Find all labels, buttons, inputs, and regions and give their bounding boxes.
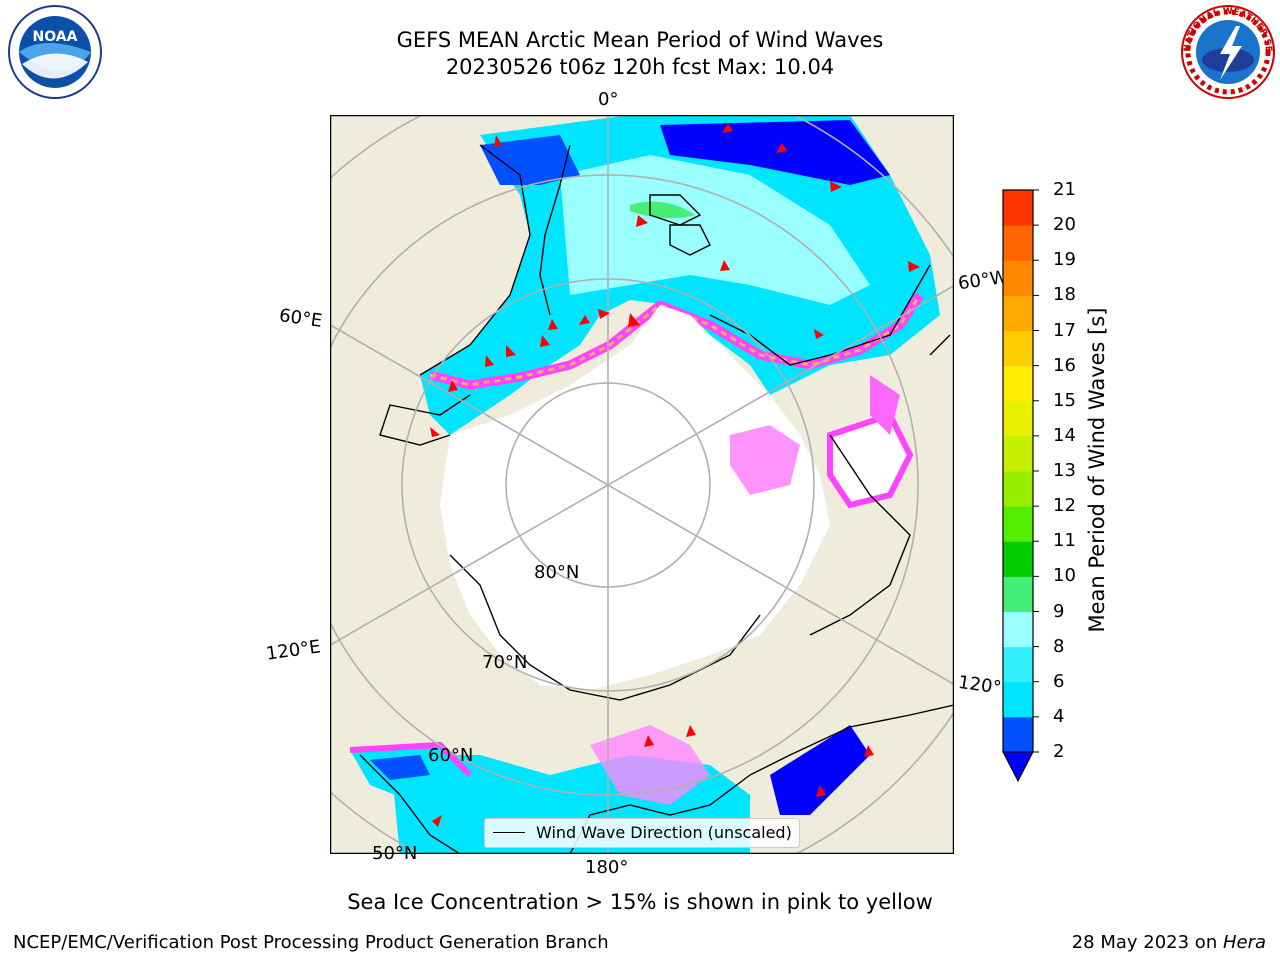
arrow (506, 345, 516, 357)
footer-date: 28 May 2023 on Hera (1072, 932, 1266, 953)
noaa-logo: NOAA (8, 5, 102, 99)
footer-host: Hera (1222, 932, 1266, 953)
colorbar-tick-label: 11 (1053, 530, 1076, 552)
label-50n: 50°N (372, 843, 418, 864)
label-70n: 70°N (482, 652, 528, 673)
colorbar-tick-label: 8 (1053, 635, 1065, 657)
arrow (540, 335, 550, 347)
arrow (598, 309, 610, 319)
label-60n: 60°N (428, 745, 474, 766)
arrow (814, 329, 824, 339)
arrow (864, 745, 874, 757)
colorbar-segment (1003, 541, 1033, 577)
colorbar-tick-label: 6 (1053, 670, 1065, 692)
footer-date-text: 28 May 2023 on (1071, 932, 1223, 953)
colorbar-tick-label: 14 (1053, 424, 1076, 446)
arrow (432, 815, 442, 827)
arrow (579, 315, 590, 325)
colorbar-segment (1003, 576, 1033, 612)
colorbar-tick-label: 10 (1053, 565, 1076, 587)
colorbar-segment (1003, 611, 1033, 648)
colorbar-segment (1003, 471, 1033, 507)
colorbar-segment (1003, 435, 1033, 472)
gulf-of-alaska (770, 725, 870, 815)
legend-label: Wind Wave Direction (unscaled) (536, 823, 792, 842)
arrow (448, 380, 458, 392)
labrador-ice (870, 375, 900, 435)
graticule (330, 115, 954, 854)
okhotsk-deep (370, 755, 430, 780)
noaa-logo-text: NOAA (33, 29, 78, 45)
chart-subtitle: 20230526 t06z 120h fcst Max: 10.04 (445, 55, 835, 79)
colorbar-tick-label: 19 (1053, 249, 1076, 271)
arrow (644, 735, 654, 747)
colorbar-tick-label: 12 (1053, 495, 1076, 517)
meridian-60e (330, 323, 609, 486)
colorbar-segment (1003, 190, 1033, 226)
arrow (548, 319, 558, 330)
chart-title: GEFS MEAN Arctic Mean Period of Wind Wav… (396, 28, 884, 52)
meridian-60w (607, 284, 954, 486)
colorbar-segment (1003, 681, 1033, 718)
label-0deg: 0° (598, 89, 619, 110)
wind-arrows (430, 123, 920, 827)
colorbar-segment (1003, 260, 1033, 296)
arrow (494, 135, 502, 147)
label-120e: 120°E (264, 636, 322, 665)
atlantic-light (560, 155, 870, 305)
colorbar-tick-label: 9 (1053, 600, 1065, 622)
colorbar-segment (1003, 716, 1033, 753)
coastlines (359, 144, 954, 854)
arctic-map (330, 115, 954, 854)
colorbar-segment (1003, 506, 1033, 542)
nws-logo: NATIONAL WEATHER SERVICE (1176, 4, 1275, 99)
bering-ice (590, 725, 710, 805)
arrow (628, 313, 640, 327)
label-180: 180° (585, 857, 629, 878)
footer-branch: NCEP/EMC/Verification Post Processing Pr… (13, 932, 609, 953)
arrow (720, 260, 730, 271)
meridian-120w (607, 484, 954, 686)
label-80n: 80°N (534, 562, 580, 583)
colorbar-tick-label: 20 (1053, 214, 1076, 236)
colorbar-segment (1003, 646, 1033, 683)
arrow (908, 261, 920, 272)
colorbar-segment (1003, 295, 1033, 331)
arrow (430, 427, 440, 437)
arrow (776, 143, 787, 153)
colorbar-segment (1003, 365, 1033, 402)
arrow (485, 355, 494, 367)
arrow (636, 215, 648, 227)
colorbar-tick-label: 4 (1053, 705, 1065, 727)
meridian-120e (330, 484, 609, 647)
period-9-patch (630, 201, 695, 219)
colorbar-segment (1003, 400, 1033, 437)
colorbar-tick-label: 2 (1053, 741, 1065, 762)
colorbar (1002, 189, 1039, 783)
colorbar-tick-label: 21 (1053, 179, 1076, 200)
arrow (722, 123, 733, 133)
map-frame (330, 115, 954, 854)
colorbar-tick-label: 13 (1053, 460, 1076, 481)
colorbar-tick-label: 15 (1053, 389, 1076, 411)
sea-ice-caption: Sea Ice Concentration > 15% is shown in … (347, 890, 933, 914)
arrow (816, 785, 826, 797)
sea-ice-central (440, 305, 830, 690)
colorbar-tick-label: 16 (1053, 354, 1076, 376)
colorbar-segment (1003, 225, 1033, 261)
norwegian-sea (480, 135, 580, 185)
arrow (686, 725, 696, 737)
colorbar-segment (1003, 330, 1033, 367)
hudson-bay-ice (730, 425, 800, 495)
legend-line (493, 832, 525, 833)
arrow (830, 181, 842, 192)
colorbar-tick-label: 17 (1053, 319, 1076, 341)
legend-box: Wind Wave Direction (unscaled) (484, 818, 800, 848)
label-60e: 60°E (277, 305, 324, 332)
colorbar-tick-label: 18 (1053, 284, 1076, 306)
colorbar-title: Mean Period of Wind Waves [s] (1085, 307, 1109, 633)
